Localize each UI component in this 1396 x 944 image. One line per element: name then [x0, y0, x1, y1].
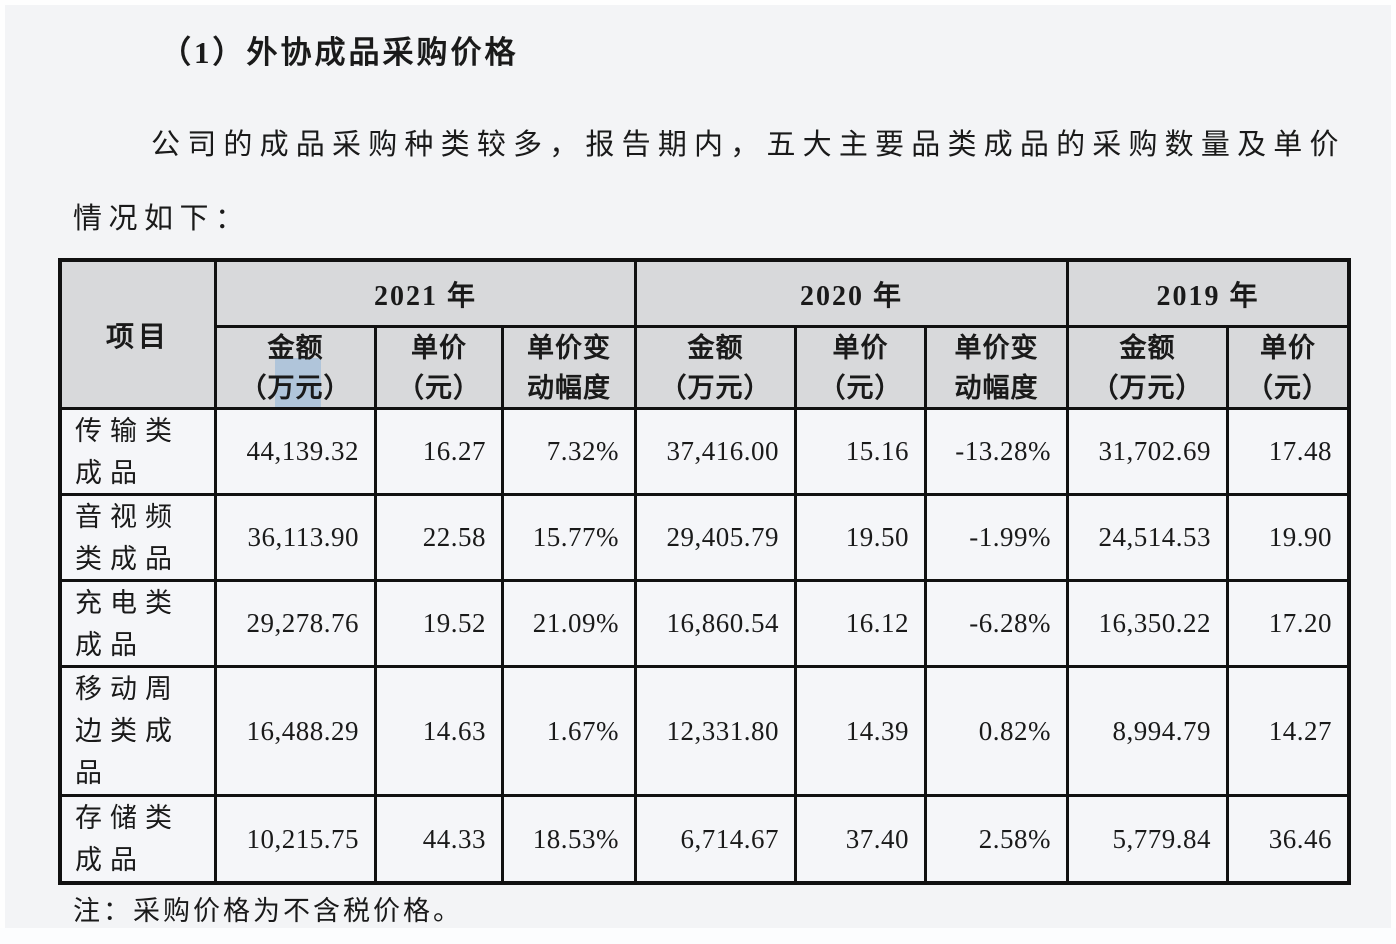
row-label-audio-video: 音视频 类成品	[62, 496, 217, 582]
table-cell: 12,331.80	[637, 668, 797, 797]
col-header-2021-change: 单价变 动幅度	[504, 328, 637, 410]
table-cell: -13.28%	[927, 410, 1069, 496]
table-cell: 37,416.00	[637, 410, 797, 496]
section-title: （1）外协成品采购价格	[160, 35, 519, 70]
table-cell: -6.28%	[927, 582, 1069, 668]
table-cell: 16,350.22	[1069, 582, 1229, 668]
table-cell: 22.58	[377, 496, 504, 582]
row-label-storage: 存储类 成品	[62, 797, 217, 881]
table-cell: 37.40	[797, 797, 927, 881]
table-cell: 44,139.32	[217, 410, 377, 496]
table-cell: 29,278.76	[217, 582, 377, 668]
table-cell: 19.50	[797, 496, 927, 582]
table-cell: 24,514.53	[1069, 496, 1229, 582]
table-cell: 1.67%	[504, 668, 637, 797]
table-footnote: 注：采购价格为不含税价格。	[73, 896, 463, 926]
procurement-price-table: 项目 2021 年 2020 年 2019 年 金额 （万元） 单价 （元） 单…	[58, 258, 1351, 885]
table-cell: 31,702.69	[1069, 410, 1229, 496]
table-cell: 14.63	[377, 668, 504, 797]
table-cell: 21.09%	[504, 582, 637, 668]
table-cell: 6,714.67	[637, 797, 797, 881]
table-cell: 19.90	[1229, 496, 1347, 582]
col-header-2019-unit-price: 单价 （元）	[1229, 328, 1347, 410]
table-cell: 29,405.79	[637, 496, 797, 582]
row-label-charging: 充电类 成品	[62, 582, 217, 668]
table-cell: 19.52	[377, 582, 504, 668]
table-cell: 8,994.79	[1069, 668, 1229, 797]
table-cell: 15.16	[797, 410, 927, 496]
table-cell: 15.77%	[504, 496, 637, 582]
table-cell: 17.20	[1229, 582, 1347, 668]
year-header-2019: 2019 年	[1069, 262, 1347, 328]
table-cell: 44.33	[377, 797, 504, 881]
table-cell: 18.53%	[504, 797, 637, 881]
col-header-2020-amount: 金额 （万元）	[637, 328, 797, 410]
table-cell: 14.39	[797, 668, 927, 797]
table-cell: 16.12	[797, 582, 927, 668]
col-header-2021-amount: 金额 （万元）	[217, 328, 377, 410]
table-cell: 10,215.75	[217, 797, 377, 881]
table-cell: 0.82%	[927, 668, 1069, 797]
table-cell: 7.32%	[504, 410, 637, 496]
table-cell: -1.99%	[927, 496, 1069, 582]
page-bottom-margin	[0, 928, 1396, 944]
col-header-2019-amount: 金额 （万元）	[1069, 328, 1229, 410]
table-cell: 2.58%	[927, 797, 1069, 881]
row-label-transmission: 传输类 成品	[62, 410, 217, 496]
table-cell: 16,860.54	[637, 582, 797, 668]
col-header-2021-unit-price: 单价 （元）	[377, 328, 504, 410]
year-header-2020: 2020 年	[637, 262, 1069, 328]
table-cell: 16.27	[377, 410, 504, 496]
table-cell: 17.48	[1229, 410, 1347, 496]
intro-paragraph: 公司的成品采购种类较多，报告期内，五大主要品类成品的采购数量及单价情况如下：	[73, 129, 1345, 235]
col-header-item: 项目	[62, 262, 217, 410]
table-cell: 36,113.90	[217, 496, 377, 582]
table-cell: 14.27	[1229, 668, 1347, 797]
year-header-2021: 2021 年	[217, 262, 637, 328]
table-cell: 5,779.84	[1069, 797, 1229, 881]
text-selection-highlight	[275, 358, 321, 407]
col-header-2020-unit-price: 单价 （元）	[797, 328, 927, 410]
table-cell: 16,488.29	[217, 668, 377, 797]
col-header-2020-change: 单价变 动幅度	[927, 328, 1069, 410]
col-header-label: 金额 （万元）	[239, 332, 352, 403]
row-label-mobile-peripheral: 移动周 边类成 品	[62, 668, 217, 797]
table-cell: 36.46	[1229, 797, 1347, 881]
